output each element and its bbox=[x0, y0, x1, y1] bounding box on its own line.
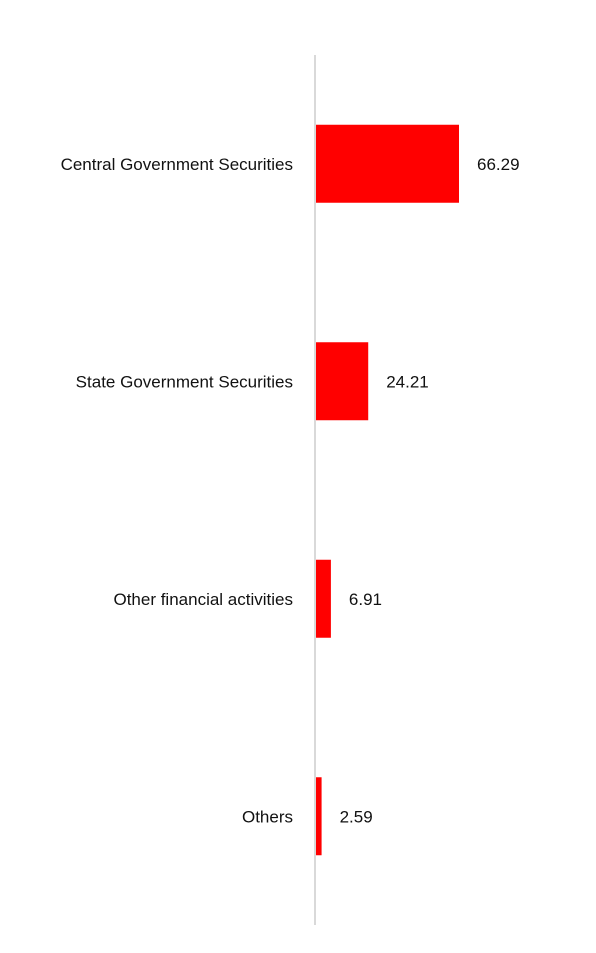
category-label-others: Others bbox=[242, 807, 293, 826]
bars-layer bbox=[316, 124, 459, 856]
bar-others bbox=[316, 777, 322, 856]
bar-state-government-securities bbox=[316, 342, 369, 421]
category-label-state-government-securities: State Government Securities bbox=[76, 372, 293, 391]
category-label-other-financial-activities: Other financial activities bbox=[113, 590, 293, 609]
value-label-central-government-securities: 66.29 bbox=[477, 155, 520, 174]
bar-other-financial-activities bbox=[316, 559, 331, 638]
value-label-state-government-securities: 24.21 bbox=[386, 372, 429, 391]
value-label-others: 2.59 bbox=[340, 807, 373, 826]
bar-central-government-securities bbox=[316, 124, 459, 203]
category-label-central-government-securities: Central Government Securities bbox=[61, 155, 293, 174]
value-label-other-financial-activities: 6.91 bbox=[349, 590, 382, 609]
labels-layer: Central Government Securities 66.29 State … bbox=[61, 155, 520, 827]
